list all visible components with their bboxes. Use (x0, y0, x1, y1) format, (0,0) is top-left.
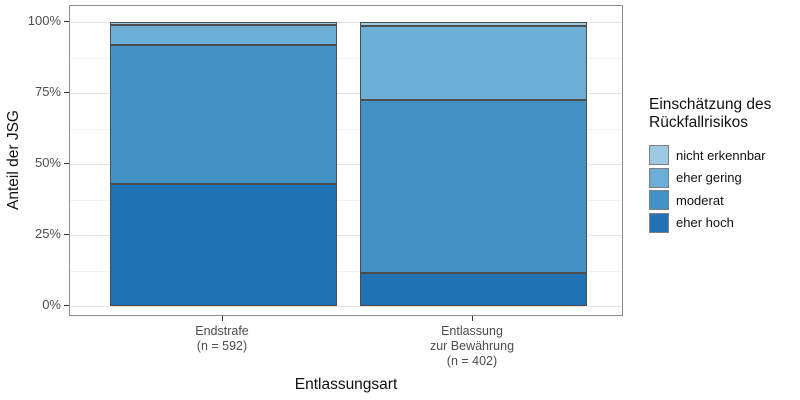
y-tick-mark (64, 163, 69, 164)
y-tick-mark (64, 305, 69, 306)
bar-segment (359, 22, 587, 27)
y-tick-mark (64, 21, 69, 22)
y-tick-label: 25% (34, 226, 61, 241)
bar-segment (109, 183, 337, 306)
gridline-minor (70, 270, 622, 272)
bar-segment (359, 273, 587, 306)
y-tick-mark (64, 92, 69, 93)
x-tick-label: Endstrafe (n = 592) (195, 324, 249, 353)
bar-segment (109, 22, 337, 25)
y-tick-label: 50% (34, 155, 61, 170)
bar-segment (109, 44, 337, 184)
legend-item: eher gering (649, 167, 799, 188)
gridline-major (70, 164, 622, 165)
x-tick-mark (472, 316, 473, 321)
legend: Einschätzung des Rückfallrisikos nicht e… (649, 96, 799, 235)
legend-item-label: moderat (676, 192, 724, 208)
gridline-minor (70, 57, 622, 59)
bar-segment (359, 100, 587, 274)
legend-item-label: eher gering (676, 170, 742, 185)
bar-segment (109, 24, 337, 45)
y-tick-mark (64, 234, 69, 235)
y-tick-label: 0% (42, 297, 61, 312)
legend-item-label: nicht erkennbar (676, 147, 766, 163)
gridline-major (70, 93, 622, 94)
x-tick-label: Entlassung zur Bewährung (n = 402) (429, 324, 515, 368)
gridline-major (70, 306, 622, 307)
gridline-major (70, 235, 622, 236)
y-tick-label: 100% (27, 13, 61, 28)
y-tick-label: 75% (34, 84, 61, 99)
plot-panel (69, 5, 623, 316)
legend-swatch (649, 190, 669, 210)
legend-item: moderat (649, 190, 799, 210)
x-tick-mark (222, 316, 223, 321)
x-axis-title: Entlassungsart (294, 376, 398, 393)
legend-swatch (649, 167, 669, 188)
legend-item: nicht erkennbar (649, 145, 799, 165)
legend-swatch (649, 212, 669, 233)
gridline-minor (70, 128, 622, 130)
legend-item-label: eher hoch (676, 215, 734, 230)
legend-items: nicht erkennbar eher gering moderat eher ho… (649, 145, 799, 233)
gridline-major (70, 22, 622, 23)
legend-title: Einschätzung des Rückfallrisikos (649, 96, 772, 131)
legend-swatch (649, 145, 669, 165)
legend-item: eher hoch (649, 212, 799, 233)
gridline-minor (70, 199, 622, 201)
bar-segment (359, 26, 587, 101)
